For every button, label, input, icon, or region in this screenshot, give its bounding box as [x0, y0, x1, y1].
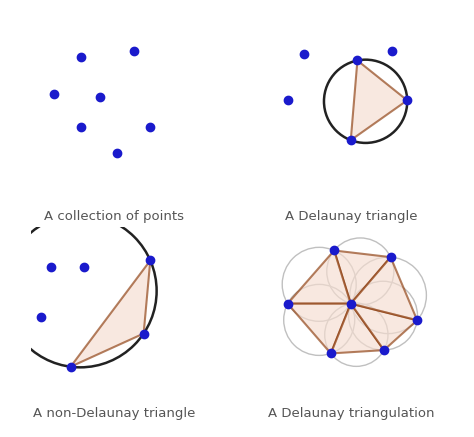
Polygon shape	[71, 260, 150, 367]
Polygon shape	[334, 250, 391, 304]
Point	[80, 264, 88, 271]
Point	[146, 257, 154, 264]
Text: A collection of points: A collection of points	[44, 210, 184, 223]
Point	[389, 47, 396, 54]
Polygon shape	[288, 304, 351, 354]
Point	[330, 247, 338, 254]
Point	[413, 317, 421, 324]
Point	[37, 313, 45, 320]
Polygon shape	[288, 250, 351, 304]
Polygon shape	[351, 60, 407, 140]
Point	[354, 57, 361, 64]
Text: A Delaunay triangulation: A Delaunay triangulation	[267, 406, 434, 420]
Point	[146, 123, 154, 130]
Point	[284, 300, 292, 307]
Point	[47, 264, 55, 271]
Polygon shape	[351, 304, 417, 350]
Point	[327, 350, 335, 357]
Point	[387, 253, 394, 260]
Point	[140, 330, 147, 337]
Point	[403, 97, 411, 104]
Point	[130, 47, 137, 54]
Point	[97, 94, 104, 101]
Point	[77, 123, 84, 130]
Point	[380, 347, 388, 354]
Point	[347, 137, 355, 144]
Polygon shape	[351, 257, 417, 320]
Point	[67, 363, 74, 370]
Point	[50, 90, 58, 97]
Point	[301, 50, 308, 57]
Point	[113, 150, 121, 157]
Polygon shape	[331, 304, 384, 354]
Text: A non-Delaunay triangle: A non-Delaunay triangle	[33, 406, 195, 420]
Point	[284, 97, 292, 104]
Point	[77, 54, 84, 61]
Point	[347, 300, 355, 307]
Text: A Delaunay triangle: A Delaunay triangle	[284, 210, 417, 223]
